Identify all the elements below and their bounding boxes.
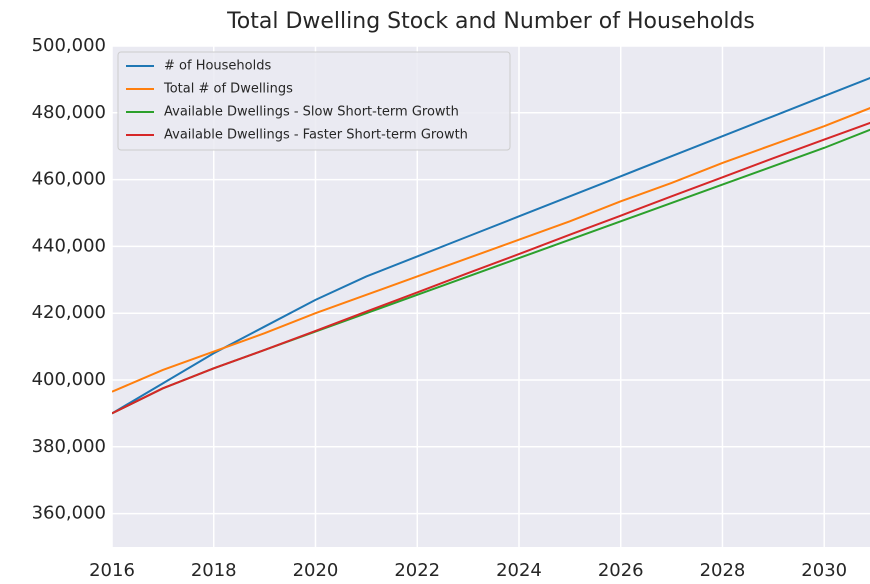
y-tick-label: 400,000 xyxy=(32,369,106,390)
y-tick-label: 480,000 xyxy=(32,102,106,123)
x-tick-label: 2030 xyxy=(801,560,847,581)
x-tick-label: 2028 xyxy=(700,560,746,581)
x-tick-label: 2016 xyxy=(89,560,135,581)
series-line xyxy=(112,121,870,415)
y-tick-label: 360,000 xyxy=(32,503,106,524)
legend-box xyxy=(117,51,511,151)
y-tick-label: 500,000 xyxy=(32,35,106,56)
x-tick-label: 2020 xyxy=(293,560,339,581)
y-tick-label: 460,000 xyxy=(32,169,106,190)
x-tick-label: 2018 xyxy=(191,560,237,581)
legend-label: Total # of Dwellings xyxy=(163,82,293,97)
legend-label: Available Dwellings - Slow Short-term Gr… xyxy=(164,105,459,120)
y-tick-label: 380,000 xyxy=(32,436,106,457)
x-tick-label: 2022 xyxy=(394,560,440,581)
series-line xyxy=(112,107,870,393)
y-tick-label: 420,000 xyxy=(32,302,106,323)
x-tick-label: 2024 xyxy=(496,560,542,581)
legend-label: Available Dwellings - Faster Short-term … xyxy=(164,128,468,143)
y-tick-label: 440,000 xyxy=(32,235,106,256)
series-line xyxy=(112,76,870,415)
x-tick-label: 2026 xyxy=(598,560,644,581)
chart-title: Total Dwelling Stock and Number of House… xyxy=(226,9,755,34)
legend-label: # of Households xyxy=(164,59,271,74)
